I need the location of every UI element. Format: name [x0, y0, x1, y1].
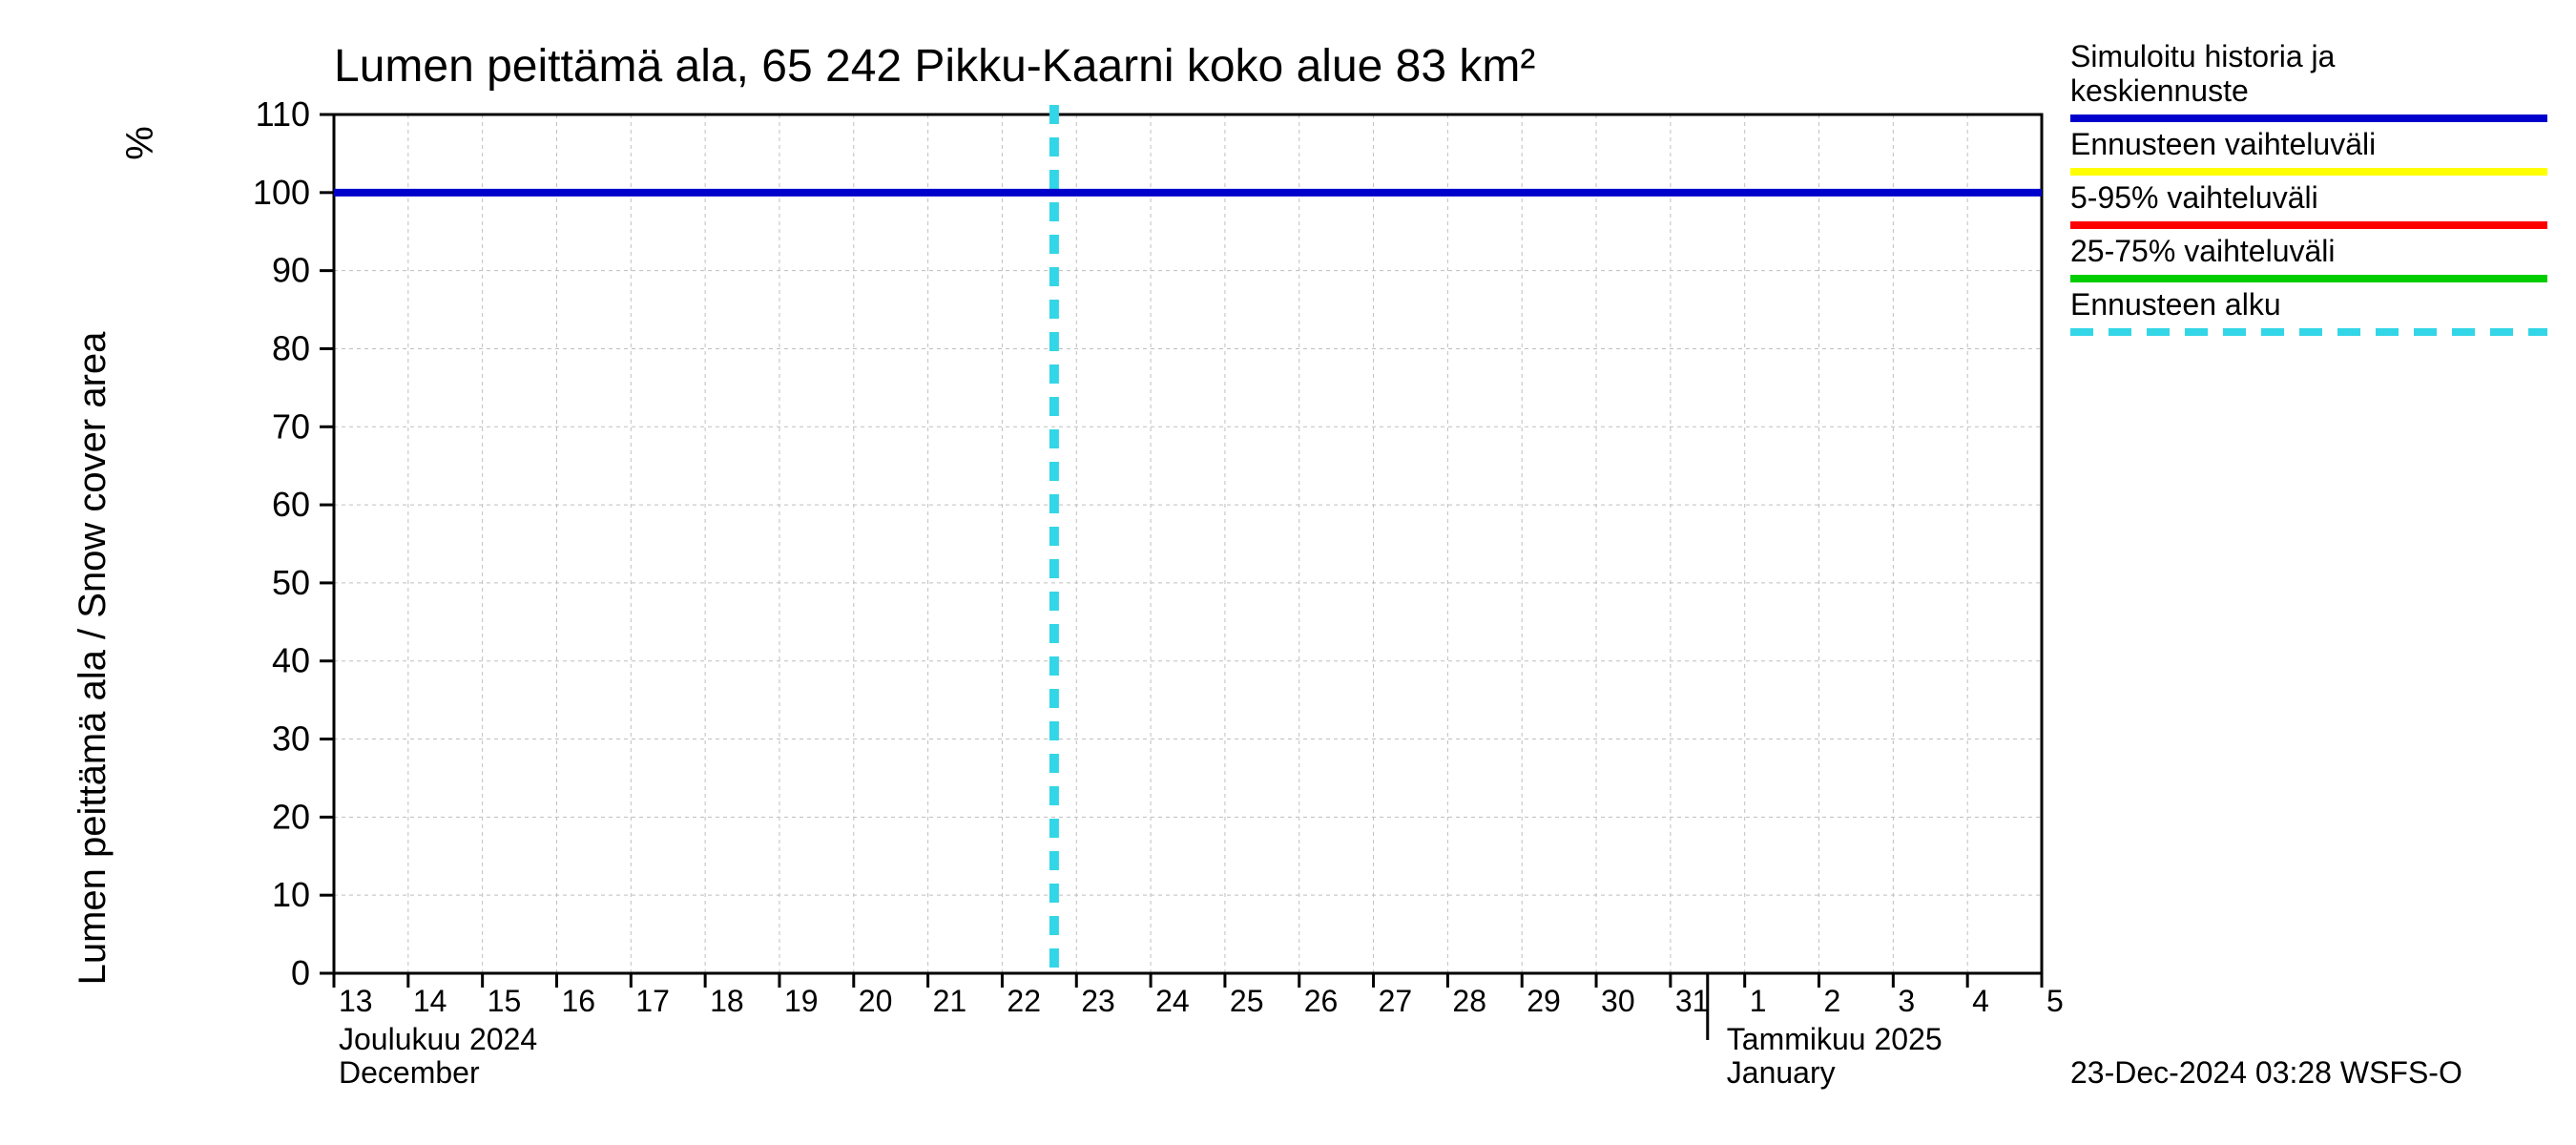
xtick-label: 4 — [1972, 984, 1989, 1018]
footer-timestamp: 23-Dec-2024 03:28 WSFS-O — [2070, 1055, 2462, 1090]
xtick-label: 25 — [1230, 984, 1264, 1018]
xtick-label: 20 — [859, 984, 893, 1018]
ytick-label: 10 — [272, 875, 310, 914]
ytick-label: 110 — [256, 94, 310, 134]
chart-svg: Lumen peittämä ala, 65 242 Pikku-Kaarni … — [0, 0, 2576, 1145]
xtick-label: 27 — [1379, 984, 1413, 1018]
month2-fi: Tammikuu 2025 — [1727, 1022, 1942, 1056]
xtick-label: 22 — [1007, 984, 1041, 1018]
legend-label: Ennusteen vaihteluväli — [2070, 127, 2376, 161]
xtick-label: 2 — [1824, 984, 1841, 1018]
xtick-label: 29 — [1527, 984, 1561, 1018]
xtick-label: 3 — [1898, 984, 1915, 1018]
legend-label: 5-95% vaihteluväli — [2070, 180, 2318, 215]
chart-container: Lumen peittämä ala, 65 242 Pikku-Kaarni … — [0, 0, 2576, 1145]
xtick-label: 14 — [413, 984, 447, 1018]
ytick-label: 30 — [272, 719, 310, 759]
ytick-label: 40 — [272, 641, 310, 680]
y-axis-unit: % — [119, 126, 161, 160]
month1-fi: Joulukuu 2024 — [339, 1022, 537, 1056]
ytick-label: 80 — [272, 328, 310, 367]
ytick-label: 50 — [272, 563, 310, 602]
xtick-label: 26 — [1304, 984, 1339, 1018]
xtick-label: 30 — [1601, 984, 1635, 1018]
xtick-label: 1 — [1750, 984, 1767, 1018]
xtick-label: 18 — [710, 984, 744, 1018]
ytick-label: 20 — [272, 797, 310, 836]
xtick-label: 13 — [339, 984, 373, 1018]
legend-label: 25-75% vaihteluväli — [2070, 234, 2336, 268]
xtick-label: 19 — [784, 984, 819, 1018]
legend-label: keskiennuste — [2070, 73, 2249, 108]
ytick-label: 90 — [272, 251, 310, 290]
xtick-label: 16 — [561, 984, 595, 1018]
month1-en: December — [339, 1055, 480, 1090]
ytick-label: 0 — [291, 953, 310, 992]
ytick-label: 60 — [272, 485, 310, 524]
xtick-label: 31 — [1675, 984, 1710, 1018]
xtick-label: 28 — [1452, 984, 1486, 1018]
y-axis-label: Lumen peittämä ala / Snow cover area — [72, 331, 114, 986]
legend-label: Simuloitu historia ja — [2070, 39, 2336, 73]
xtick-label: 5 — [2046, 984, 2064, 1018]
xtick-label: 21 — [933, 984, 967, 1018]
month2-en: January — [1727, 1055, 1836, 1090]
chart-title: Lumen peittämä ala, 65 242 Pikku-Kaarni … — [334, 41, 1535, 92]
xtick-label: 17 — [635, 984, 670, 1018]
xtick-label: 23 — [1081, 984, 1115, 1018]
ytick-label: 70 — [272, 406, 310, 446]
xtick-label: 15 — [488, 984, 522, 1018]
ytick-label: 100 — [253, 173, 310, 212]
xtick-label: 24 — [1155, 984, 1190, 1018]
legend-label: Ennusteen alku — [2070, 287, 2281, 322]
